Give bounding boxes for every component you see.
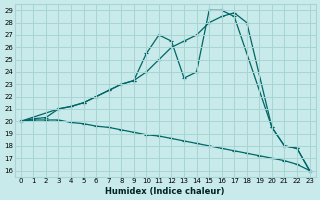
X-axis label: Humidex (Indice chaleur): Humidex (Indice chaleur)	[106, 187, 225, 196]
